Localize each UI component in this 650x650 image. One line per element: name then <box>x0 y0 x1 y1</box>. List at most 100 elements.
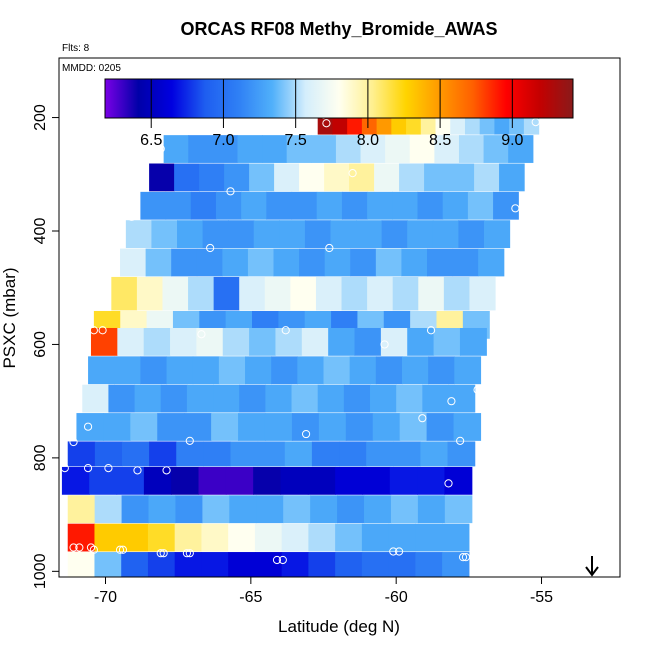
heat-cell <box>426 413 455 441</box>
heat-cell <box>149 163 175 192</box>
heat-cell <box>345 413 374 441</box>
y-tick-label: 1000 <box>32 553 49 589</box>
heat-cell <box>381 220 408 249</box>
heat-cell <box>315 276 343 311</box>
heat-cell <box>401 356 429 385</box>
heat-cell <box>375 356 403 385</box>
heat-cell <box>237 135 263 163</box>
heat-cell <box>443 276 471 311</box>
heat-cell <box>121 441 150 467</box>
heat-cell <box>375 248 403 277</box>
sample-marker <box>348 169 357 178</box>
heat-cell <box>163 135 189 163</box>
heat-cell <box>67 495 96 524</box>
heat-cell <box>184 413 212 441</box>
heat-cell <box>253 220 280 249</box>
heat-cell <box>317 384 345 413</box>
heat-cell <box>380 327 408 356</box>
heat-cell <box>256 495 284 524</box>
heat-cell <box>201 523 229 552</box>
heat-cell <box>453 413 482 441</box>
chart-title: ORCAS RF08 Methy_Bromide_AWAS <box>180 19 497 39</box>
heat-cell <box>213 384 240 413</box>
heat-cell <box>388 552 416 577</box>
heat-cell <box>174 163 200 192</box>
sample-marker <box>133 466 142 475</box>
heat-cell <box>162 276 189 311</box>
heat-cell <box>418 276 445 311</box>
heat-cell <box>422 384 450 413</box>
heat-cell <box>291 384 319 413</box>
heat-cell <box>290 276 317 311</box>
heat-cell <box>229 495 257 524</box>
heat-cell <box>328 327 356 356</box>
heat-cell <box>324 248 351 277</box>
heat-cell <box>360 135 386 163</box>
sample-marker <box>156 144 165 153</box>
heat-cell <box>143 466 172 495</box>
heat-cell <box>151 220 178 249</box>
sample-marker <box>75 543 84 552</box>
heat-cell <box>310 495 338 524</box>
sample-marker <box>206 243 215 253</box>
heat-cell <box>350 248 377 277</box>
heat-cell <box>94 441 123 467</box>
heat-cell <box>201 552 229 577</box>
x-axis: -70 -65 -60 -55 <box>94 577 553 606</box>
heat-cell <box>222 327 250 356</box>
y-tick-label: 600 <box>32 331 49 358</box>
heat-cell <box>262 135 288 163</box>
colorbar-tick-label: 8.0 <box>357 132 379 149</box>
heat-cell <box>171 248 198 277</box>
heat-cell <box>330 220 357 249</box>
heat-cell <box>215 191 242 220</box>
plot-frame <box>58 57 621 578</box>
heat-cell <box>291 191 318 220</box>
y-tick-label: 800 <box>32 444 49 471</box>
sample-marker <box>127 212 136 221</box>
sample-marker <box>89 326 98 335</box>
heat-cell <box>458 220 485 249</box>
sample-marker <box>389 547 398 556</box>
heat-cell <box>426 248 454 277</box>
heat-cell <box>393 441 422 467</box>
sample-marker <box>322 119 331 128</box>
heat-cell <box>432 220 459 249</box>
sample-marker <box>139 170 148 179</box>
heat-cell <box>390 495 419 524</box>
heat-cell <box>417 495 446 524</box>
sample-marker <box>490 311 500 321</box>
heat-cell <box>88 356 115 385</box>
colorbar-tick-label: 9.0 <box>501 132 523 149</box>
heat-cell <box>89 466 118 495</box>
sample-marker <box>473 385 482 394</box>
heat-cell <box>283 495 311 524</box>
heat-cell <box>166 356 194 385</box>
heat-cell <box>239 384 266 413</box>
heat-cell <box>356 220 383 249</box>
heat-cell <box>361 552 390 577</box>
sample-marker <box>159 549 168 558</box>
heat-cell <box>116 466 145 495</box>
heat-cell <box>374 163 400 192</box>
heat-cell <box>225 466 254 495</box>
heat-cell <box>458 135 485 163</box>
heat-cell <box>415 552 443 577</box>
heat-cell <box>121 552 149 577</box>
heat-cell <box>253 466 282 495</box>
heat-cell <box>228 523 256 552</box>
heat-cell <box>170 327 197 356</box>
heat-cell <box>385 135 411 163</box>
sample-marker <box>394 547 404 556</box>
sample-marker <box>89 545 98 554</box>
heat-cell <box>508 135 534 163</box>
date-note: MMDD: 0205 <box>62 63 121 74</box>
heat-cell <box>447 441 476 467</box>
heat-cell <box>499 163 525 192</box>
sample-marker <box>272 555 282 565</box>
sample-marker <box>461 553 471 562</box>
flights-note: Flts: 8 <box>62 43 90 54</box>
sample-marker <box>98 326 107 335</box>
heat-cell <box>388 523 416 552</box>
heat-cell <box>171 466 200 495</box>
